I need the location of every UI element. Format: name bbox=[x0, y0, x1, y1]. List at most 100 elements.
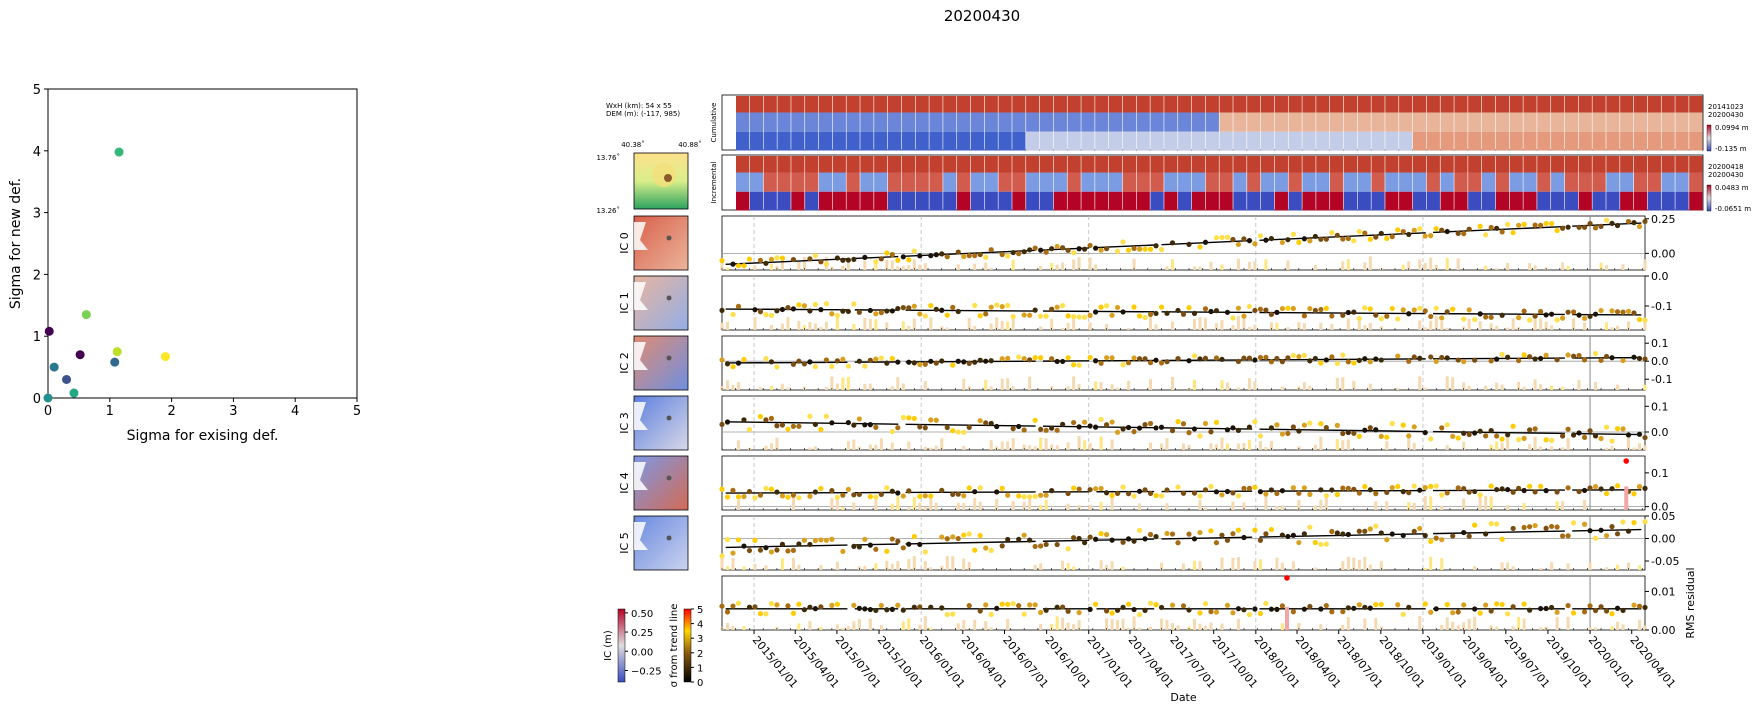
sigma-bar bbox=[797, 623, 801, 630]
sigma-bar bbox=[797, 260, 801, 270]
ic-data-point bbox=[1614, 309, 1621, 315]
ic-data-point bbox=[988, 304, 994, 310]
ic-data-point bbox=[1576, 224, 1582, 230]
ic-data-point bbox=[746, 547, 753, 554]
ic-data-point bbox=[1389, 305, 1395, 312]
ic-data-point bbox=[1175, 356, 1181, 362]
thumbnail-tile bbox=[1454, 112, 1468, 132]
thumbnail-tile bbox=[1108, 112, 1123, 132]
ic-data-point bbox=[1378, 230, 1384, 237]
sigma-bar bbox=[984, 379, 988, 390]
thumbnail-tile bbox=[1385, 112, 1399, 132]
sigma-bar bbox=[1275, 322, 1279, 330]
ic-data-point bbox=[856, 416, 862, 422]
sigma-bar bbox=[1341, 561, 1345, 570]
thumbnail-tile bbox=[1523, 112, 1537, 132]
sigma-bar bbox=[868, 383, 872, 390]
sigma-bar bbox=[1319, 499, 1323, 510]
ic-data-point bbox=[1263, 600, 1269, 607]
thumbnail-tile bbox=[1578, 191, 1592, 211]
thumbnail-tile bbox=[1150, 96, 1164, 113]
ic-data-point bbox=[752, 604, 758, 610]
thumbnail-tile bbox=[736, 112, 750, 132]
ic-data-point bbox=[763, 485, 769, 492]
thumbnail-colorbar bbox=[1706, 124, 1712, 152]
ic-y-tick-label: 0.00 bbox=[1651, 533, 1676, 546]
sigma-bar bbox=[1539, 567, 1543, 570]
sigma-bar bbox=[1423, 496, 1427, 510]
ic-data-point bbox=[1472, 522, 1478, 528]
sigma-bar bbox=[791, 496, 795, 510]
sigma-bar bbox=[1297, 623, 1301, 630]
thumbnail-tile bbox=[1509, 131, 1523, 151]
thumbnail-tile bbox=[1633, 172, 1648, 192]
sigma-bar bbox=[1253, 381, 1257, 390]
ic-data-point bbox=[1428, 354, 1434, 360]
sigma-bar bbox=[1050, 623, 1054, 630]
sigma-bar bbox=[890, 260, 894, 270]
ic-data-point bbox=[1175, 307, 1181, 314]
sigma-bar bbox=[1198, 561, 1202, 570]
ic-data-point bbox=[1279, 239, 1285, 246]
ic-data-point bbox=[834, 601, 840, 607]
thumbnail-tile bbox=[1675, 96, 1689, 113]
ic-data-point bbox=[1356, 528, 1362, 534]
ic-data-point bbox=[1290, 609, 1296, 615]
sigma-bar bbox=[1544, 321, 1548, 330]
sigma-bar bbox=[1319, 436, 1323, 450]
ic-y-tick-label: -0.1 bbox=[1651, 300, 1672, 313]
ic-data-point bbox=[1461, 231, 1467, 237]
ic-data-point bbox=[1323, 541, 1329, 547]
sigma-bar bbox=[1055, 616, 1059, 630]
sigma-bar bbox=[1550, 562, 1554, 570]
thumbnail-tile bbox=[1675, 112, 1689, 132]
ic-data-point bbox=[845, 486, 851, 492]
sigma-bar bbox=[769, 385, 773, 390]
thumbnail-tile bbox=[805, 112, 819, 132]
ic-data-point bbox=[1570, 520, 1577, 526]
sigma-bar bbox=[929, 627, 933, 630]
scatter-plot-frame bbox=[47, 88, 358, 399]
ic-data-point bbox=[1538, 483, 1544, 489]
sigma-bar bbox=[989, 267, 993, 270]
ic-data-point bbox=[1581, 357, 1588, 363]
ic-data-point bbox=[851, 492, 857, 498]
sigma-bar bbox=[830, 498, 834, 510]
thumbnail-tile bbox=[957, 172, 971, 192]
ic-data-point bbox=[1477, 492, 1483, 498]
ic-data-point bbox=[1136, 527, 1143, 533]
ic-data-point bbox=[1527, 483, 1533, 489]
ic-data-point bbox=[1131, 538, 1137, 544]
ic-data-point bbox=[1444, 309, 1450, 315]
ic-data-point bbox=[1598, 527, 1604, 533]
ic-data-point bbox=[1351, 486, 1357, 492]
sigma-bar bbox=[1132, 616, 1136, 630]
thumbnail-tile bbox=[1454, 172, 1468, 192]
ic-data-point bbox=[889, 488, 895, 494]
sigma-bar bbox=[1127, 380, 1131, 390]
scatter-point bbox=[110, 357, 120, 367]
ic-data-point bbox=[994, 605, 1000, 611]
ic-data-point bbox=[1092, 424, 1099, 430]
thumbnail-tile bbox=[901, 172, 915, 192]
ic-data-point bbox=[763, 611, 769, 617]
ic-data-point bbox=[1246, 303, 1253, 310]
sigma-bar bbox=[1242, 502, 1246, 510]
ic-data-point bbox=[1301, 236, 1307, 242]
ic-data-point bbox=[939, 534, 945, 540]
sigma-bar bbox=[1346, 439, 1350, 450]
thumbnail-tile bbox=[1523, 172, 1537, 192]
thumbnail-tile bbox=[1426, 156, 1440, 173]
sigma-bar bbox=[1077, 384, 1081, 390]
ic-data-point bbox=[1307, 305, 1313, 312]
ic-panel: 0.010.00 RMS residual bbox=[719, 567, 1697, 639]
ic-data-point bbox=[1505, 221, 1511, 228]
ic-data-point bbox=[1323, 357, 1329, 363]
ic-data-point bbox=[796, 358, 802, 364]
ic-data-point bbox=[796, 302, 802, 308]
ic-panel-label: IC 0 bbox=[618, 232, 631, 253]
thumbnail-tile bbox=[887, 131, 902, 151]
sigma-bar bbox=[764, 445, 768, 450]
thumbnail-tile bbox=[1330, 172, 1344, 192]
thumbnail-tile bbox=[887, 112, 902, 132]
